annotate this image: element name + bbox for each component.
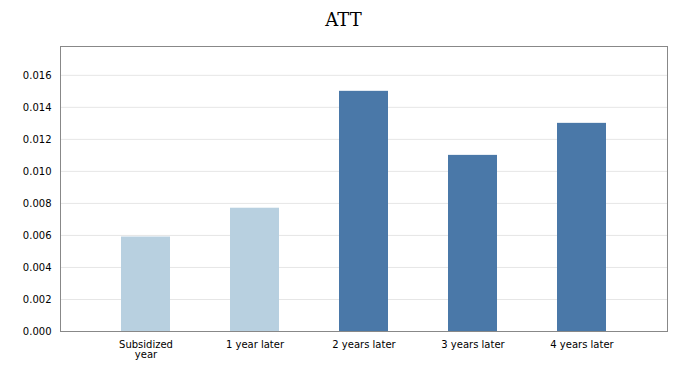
svg-text:0.002: 0.002 <box>23 294 52 305</box>
svg-text:0.004: 0.004 <box>23 262 52 273</box>
svg-text:0.012: 0.012 <box>23 134 52 145</box>
svg-text:1 year later: 1 year later <box>226 339 285 350</box>
html-text:ATT: ATT <box>325 9 362 30</box>
svg-text:4 years later: 4 years later <box>550 339 614 350</box>
svg-text:3 years later: 3 years later <box>441 339 505 350</box>
svg-text:0.010: 0.010 <box>23 166 52 177</box>
svg-text:0.000: 0.000 <box>23 326 52 337</box>
svg-text:0.016: 0.016 <box>23 70 52 81</box>
svg-text:0.014: 0.014 <box>23 102 52 113</box>
svg-text:2 years later: 2 years later <box>332 339 396 350</box>
svg-text:0.008: 0.008 <box>23 198 52 209</box>
svg-text:Subsidizedyear: Subsidizedyear <box>119 339 173 360</box>
svg-text:0.006: 0.006 <box>23 230 52 241</box>
